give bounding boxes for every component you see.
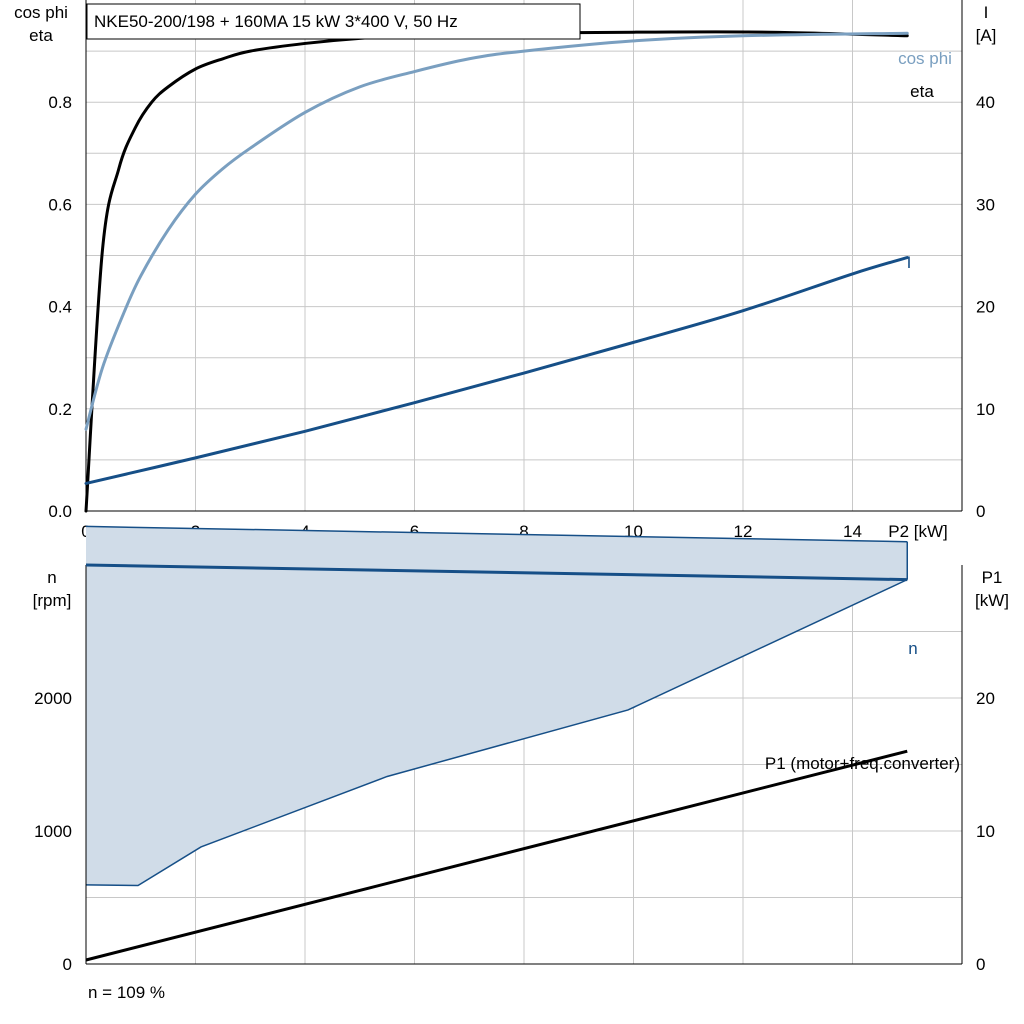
top-left-tick-label: 0.0: [48, 502, 72, 521]
speed-note: n = 109 %: [88, 983, 165, 1002]
top-panel-series: [84, 30, 909, 513]
bottom-panel-series: [85, 563, 908, 962]
x-tick-label: 8: [519, 522, 528, 541]
series-label-cos-phi: cos phi: [898, 49, 952, 68]
bottom-right-tick-label: 10: [976, 822, 995, 841]
top-right-tick-label: 0: [976, 502, 985, 521]
bottom-left-axis-label-line1: n: [47, 568, 56, 587]
top-right-axis-label-line2: [A]: [976, 26, 997, 45]
current-curve: [84, 256, 909, 485]
top-right-tick-label: 20: [976, 298, 995, 317]
top-left-axis-label-line2: eta: [29, 26, 53, 45]
eta-curve: [84, 30, 909, 513]
x-tick-label: 14: [843, 522, 862, 541]
speed-curve: [85, 563, 908, 582]
speed-band-fill: [86, 526, 908, 886]
top-right-axis-label-line1: I: [984, 3, 989, 22]
bottom-left-tick-label: 1000: [34, 822, 72, 841]
bottom-right-axis-label-line1: P1: [982, 568, 1003, 587]
series-label-current: I: [907, 253, 912, 272]
bottom-panel-tick-labels: 0 1000 2000 0 10 20: [34, 689, 995, 974]
top-left-tick-label: 0.8: [48, 93, 72, 112]
bottom-right-tick-label: 0: [976, 955, 985, 974]
bottom-left-tick-label: 0: [63, 955, 72, 974]
cos-phi-curve: [84, 31, 909, 431]
top-panel-grid: [86, 0, 962, 511]
top-right-tick-label: 40: [976, 93, 995, 112]
chart-title: NKE50-200/198 + 160MA 15 kW 3*400 V, 50 …: [94, 12, 458, 31]
x-tick-label: 12: [734, 522, 753, 541]
series-label-eta: eta: [910, 82, 934, 101]
series-label-speed: n: [908, 639, 917, 658]
p1-curve: [85, 749, 908, 962]
top-left-tick-label: 0.4: [48, 298, 72, 317]
bottom-right-tick-label: 20: [976, 689, 995, 708]
speed-band-upper-edge: [85, 525, 908, 543]
speed-band-lower-edge: [85, 578, 908, 887]
x-tick-label: 6: [410, 522, 419, 541]
bottom-right-axis-label-line2: [kW]: [975, 591, 1009, 610]
bottom-panel-frame: [85, 565, 963, 965]
top-left-axis-label-line1: cos phi: [14, 3, 68, 22]
top-left-tick-label: 0.6: [48, 195, 72, 214]
series-label-p1: P1 (motor+freq.converter): [765, 754, 960, 773]
top-right-tick-label: 10: [976, 400, 995, 419]
bottom-left-axis-label-line2: [rpm]: [33, 591, 72, 610]
top-right-tick-label: 30: [976, 195, 995, 214]
bottom-left-tick-label: 2000: [34, 689, 72, 708]
x-axis-label: P2 [kW]: [888, 522, 948, 541]
top-left-tick-label: 0.2: [48, 400, 72, 419]
chart-title-box: [86, 3, 581, 40]
bottom-panel-speed-band: [85, 525, 908, 887]
